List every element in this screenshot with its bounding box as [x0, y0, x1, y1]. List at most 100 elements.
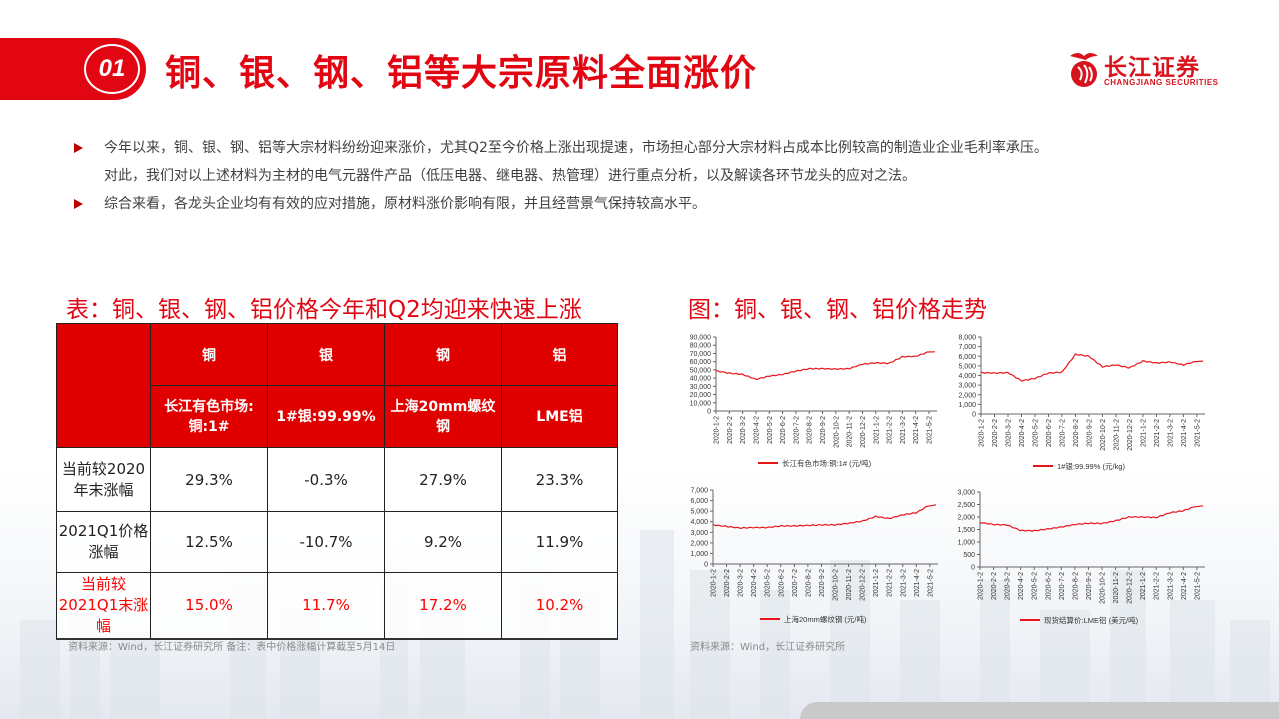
table-cell: 10.2% [501, 572, 618, 639]
row-label-line: 幅 [95, 616, 111, 635]
x-tick-label: 2020-9-2 [1086, 572, 1093, 600]
x-tick-label: 2021-5-2 [1194, 419, 1201, 447]
y-tick-label: 4,000 [690, 519, 708, 526]
column-subheader: 上海20mm螺纹钢 [384, 385, 502, 448]
row-label-line: 当前较 [80, 574, 126, 593]
y-tick-label: 1,500 [957, 527, 975, 534]
x-tick-label: 2020-12-2 [1127, 572, 1134, 604]
x-tick-label: 2020-4-2 [751, 569, 758, 597]
table-cell: 27.9% [384, 447, 502, 512]
subheader-line: 铜:1# [188, 418, 230, 435]
x-tick-label: 2020-5-2 [767, 416, 774, 444]
x-tick-label: 2021-4-2 [1181, 572, 1188, 600]
y-tick-label: 7,000 [958, 344, 976, 351]
x-tick-label: 2021-3-2 [900, 416, 907, 444]
y-tick-label: 0 [707, 409, 711, 416]
logo-mark-icon [1070, 53, 1098, 87]
x-tick-label: 2020-7-2 [793, 416, 800, 444]
summary-bullets: 今年以来，铜、银、钢、铝等大宗材料纷纷迎来涨价，尤其Q2至今价格上涨出现提速，市… [74, 134, 1224, 218]
y-tick-label: 1,000 [957, 540, 975, 547]
bullet-arrow-icon [74, 143, 83, 153]
x-tick-label: 2020-9-2 [819, 569, 826, 597]
subheader-line: 1#银:99.99% [276, 408, 376, 425]
y-tick-label: 0 [972, 412, 976, 419]
charts-source-note: 资料来源：Wind，长江证券研究所 [690, 642, 846, 653]
column-header: 铜 [150, 323, 268, 386]
table-row-highlight: 当前较 2021Q1末涨幅 15.0% 11.7% 17.2% 10.2% [56, 572, 618, 639]
x-tick-label: 2020-12-2 [860, 416, 867, 448]
subheader-line: LME铝 [536, 408, 583, 425]
legend-label: 1#银:99.99% (元/kg) [1057, 462, 1125, 471]
bullet-item: 今年以来，铜、银、钢、铝等大宗材料纷纷迎来涨价，尤其Q2至今价格上涨出现提速，市… [74, 134, 1224, 190]
table-cell: 23.3% [501, 447, 618, 512]
table-cell: 12.5% [150, 511, 268, 573]
y-tick-label: 1,000 [958, 402, 976, 409]
x-tick-label: 2021-4-2 [914, 569, 921, 597]
subheader-line: 长江有色市场: [164, 398, 254, 415]
bullet-arrow-icon [74, 199, 83, 209]
table-cell: -10.7% [267, 511, 385, 573]
x-tick-label: 2021-5-2 [927, 416, 934, 444]
y-tick-label: 500 [963, 552, 975, 559]
x-tick-label: 2021-5-2 [927, 569, 934, 597]
x-tick-label: 2020-4-2 [1019, 419, 1026, 447]
x-tick-label: 2020-2-2 [992, 419, 999, 447]
x-tick-label: 2021-2-2 [887, 416, 894, 444]
x-tick-label: 2021-4-2 [913, 416, 920, 444]
x-tick-label: 2021-2-2 [1154, 572, 1161, 600]
line-chart: 0 500 1,000 1,500 2,000 2,500 3,000 2020-1-2 202… [957, 490, 1205, 625]
x-tick-label: 2020-2-2 [724, 569, 731, 597]
bullet-text-line: 对此，我们对以上述材料为主材的电气元器件产品（低压电器、继电器、热管理）进行重点… [104, 168, 916, 184]
x-tick-label: 2020-10-2 [833, 416, 840, 448]
x-tick-label: 2021-4-2 [1181, 419, 1188, 447]
row-label-line: 涨幅 [88, 543, 119, 561]
x-tick-label: 2021-3-2 [1167, 572, 1174, 600]
row-label-line: 2021Q1价格 [58, 522, 149, 540]
x-tick-label: 2020-7-2 [792, 569, 799, 597]
table-cell: 9.2% [384, 511, 502, 573]
x-tick-label: 2020-4-2 [753, 416, 760, 444]
legend-label: 长江有色市场:铜:1# (元/吨) [782, 458, 872, 468]
y-tick-label: 3,000 [690, 530, 708, 537]
x-tick-label: 2020-10-2 [832, 569, 839, 601]
y-tick-label: 30,000 [690, 384, 712, 391]
series-line [979, 505, 1204, 532]
y-tick-label: 3,000 [958, 383, 976, 390]
y-tick-label: 1,000 [690, 551, 708, 558]
y-tick-label: 8,000 [958, 335, 976, 342]
x-tick-label: 2020-8-2 [1072, 572, 1079, 600]
line-chart: 0 1,000 2,000 3,000 4,000 5,000 6,000 7,000 8,00… [958, 335, 1205, 471]
table-subheader-row: 长江有色市场: 铜:1# 1#银:99.99% 上海20mm螺纹钢 LME铝 [57, 385, 618, 448]
x-tick-label: 2021-5-2 [1194, 572, 1201, 600]
y-tick-label: 4,000 [958, 373, 976, 380]
x-tick-label: 2021-1-2 [873, 569, 880, 597]
x-tick-label: 2021-2-2 [887, 569, 894, 597]
x-tick-label: 2020-12-2 [1127, 419, 1134, 451]
y-tick-label: 2,000 [957, 515, 975, 522]
column-header: 铝 [501, 323, 618, 386]
row-label: 当前较2020 年末涨幅 [56, 447, 151, 512]
subheader-line: 钢 [436, 418, 450, 435]
y-tick-label: 40,000 [690, 376, 712, 383]
x-tick-label: 2020-2-2 [991, 572, 998, 600]
table-title: 表：铜、银、钢、铝价格今年和Q2均迎来快速上涨 [66, 297, 582, 323]
legend-label: 现货结算价:LME铝 (美元/吨) [1044, 615, 1139, 625]
logo-text-cn: 长江证券 [1104, 55, 1200, 81]
table-cell: 11.7% [267, 572, 385, 639]
x-tick-label: 2020-9-2 [1086, 419, 1093, 447]
x-tick-label: 2020-3-2 [740, 416, 747, 444]
x-tick-label: 2020-3-2 [738, 569, 745, 597]
logo-text-en: CHANGJIANG SECURITIES [1104, 78, 1219, 87]
y-tick-label: 10,000 [690, 400, 712, 407]
series-line [715, 351, 936, 381]
x-tick-label: 2020-3-2 [1005, 419, 1012, 447]
series-line [980, 353, 1204, 382]
y-tick-label: 6,000 [690, 498, 708, 505]
y-tick-label: 3,000 [957, 490, 975, 497]
x-tick-label: 2020-1-2 [979, 419, 986, 447]
x-tick-label: 2021-3-2 [1167, 419, 1174, 447]
table-source-note: 资料来源：Wind，长江证券研究所 备注：表中价格涨幅计算截至5月14日 [68, 642, 396, 653]
legend-label: 上海20mm螺纹钢 (元/吨) [784, 614, 867, 624]
x-tick-label: 2020-7-2 [1059, 419, 1066, 447]
series-line [712, 504, 937, 530]
